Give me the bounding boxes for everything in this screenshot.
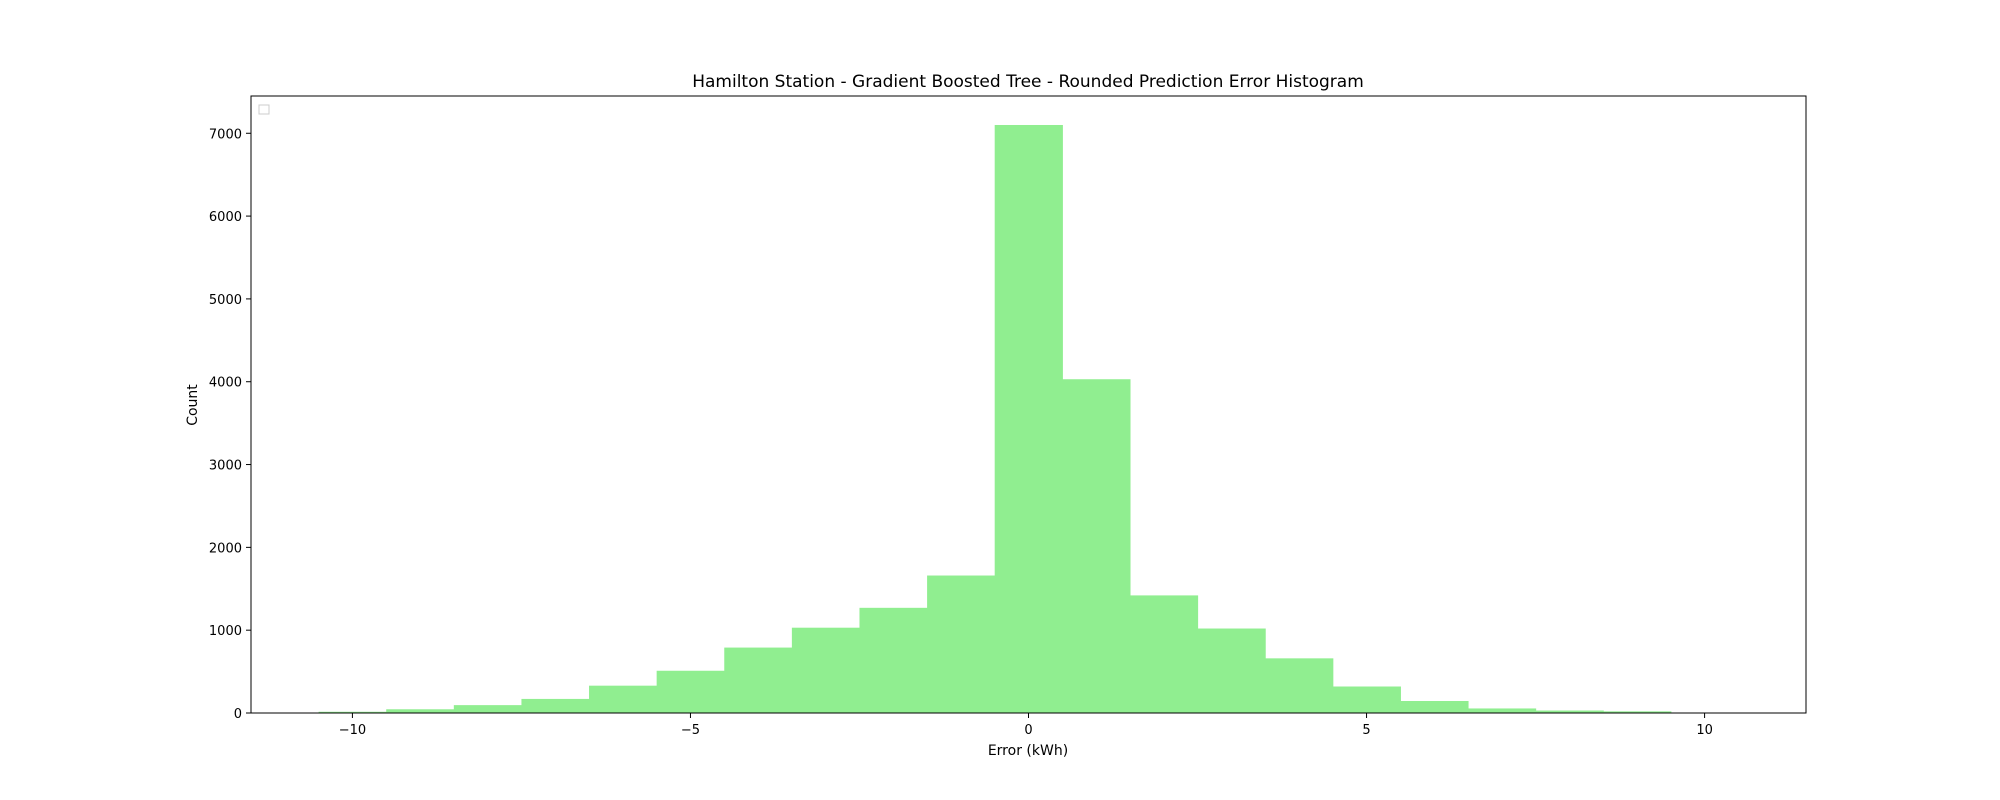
histogram-bar xyxy=(1535,710,1604,713)
y-tick-label: 4000 xyxy=(209,376,242,391)
histogram-bar xyxy=(859,607,928,713)
histogram-bar xyxy=(724,647,793,713)
chart-title: Hamilton Station - Gradient Boosted Tree… xyxy=(692,72,1364,92)
x-tick-label: 5 xyxy=(1362,723,1370,738)
histogram-bar xyxy=(386,709,455,713)
x-tick-label: −10 xyxy=(339,723,366,738)
histogram-bar xyxy=(453,705,523,713)
histogram-bar xyxy=(318,711,387,713)
histogram-bar xyxy=(589,685,658,713)
y-tick-label: 3000 xyxy=(209,459,242,474)
legend-box xyxy=(258,104,270,115)
histogram-bar xyxy=(521,698,590,713)
x-tick-label: −5 xyxy=(681,723,700,738)
histogram-bar xyxy=(1062,379,1131,713)
histogram-bar xyxy=(927,575,996,713)
histogram-bar xyxy=(994,124,1063,714)
histogram-bar xyxy=(791,627,861,713)
plot-frame xyxy=(250,95,1807,714)
y-tick-label: 7000 xyxy=(209,127,242,142)
histogram-bar xyxy=(656,670,725,713)
y-axis-ticks: 0 1000 2000 3000 4000 5000 6000 7000 xyxy=(209,127,251,722)
y-tick-label: 5000 xyxy=(209,293,242,308)
histogram-bar xyxy=(1129,595,1199,713)
y-tick-label: 1000 xyxy=(209,624,242,639)
y-axis-label: Count xyxy=(185,384,201,426)
histogram-bar xyxy=(1332,686,1401,713)
histogram-bar xyxy=(1603,711,1672,713)
histogram-bar xyxy=(1265,658,1334,713)
x-axis-ticks: −10 −5 0 5 10 xyxy=(339,713,1713,738)
histogram-bar xyxy=(1467,708,1537,713)
y-tick-label: 2000 xyxy=(209,541,242,556)
histogram-bar xyxy=(1197,628,1266,713)
histogram-bar xyxy=(1400,700,1469,713)
x-tick-label: 0 xyxy=(1024,723,1032,738)
x-tick-label: 10 xyxy=(1696,723,1713,738)
y-tick-label: 6000 xyxy=(209,210,242,225)
bars-group xyxy=(318,124,1672,714)
y-tick-label: 0 xyxy=(234,707,242,722)
x-axis-label: Error (kWh) xyxy=(988,743,1068,759)
